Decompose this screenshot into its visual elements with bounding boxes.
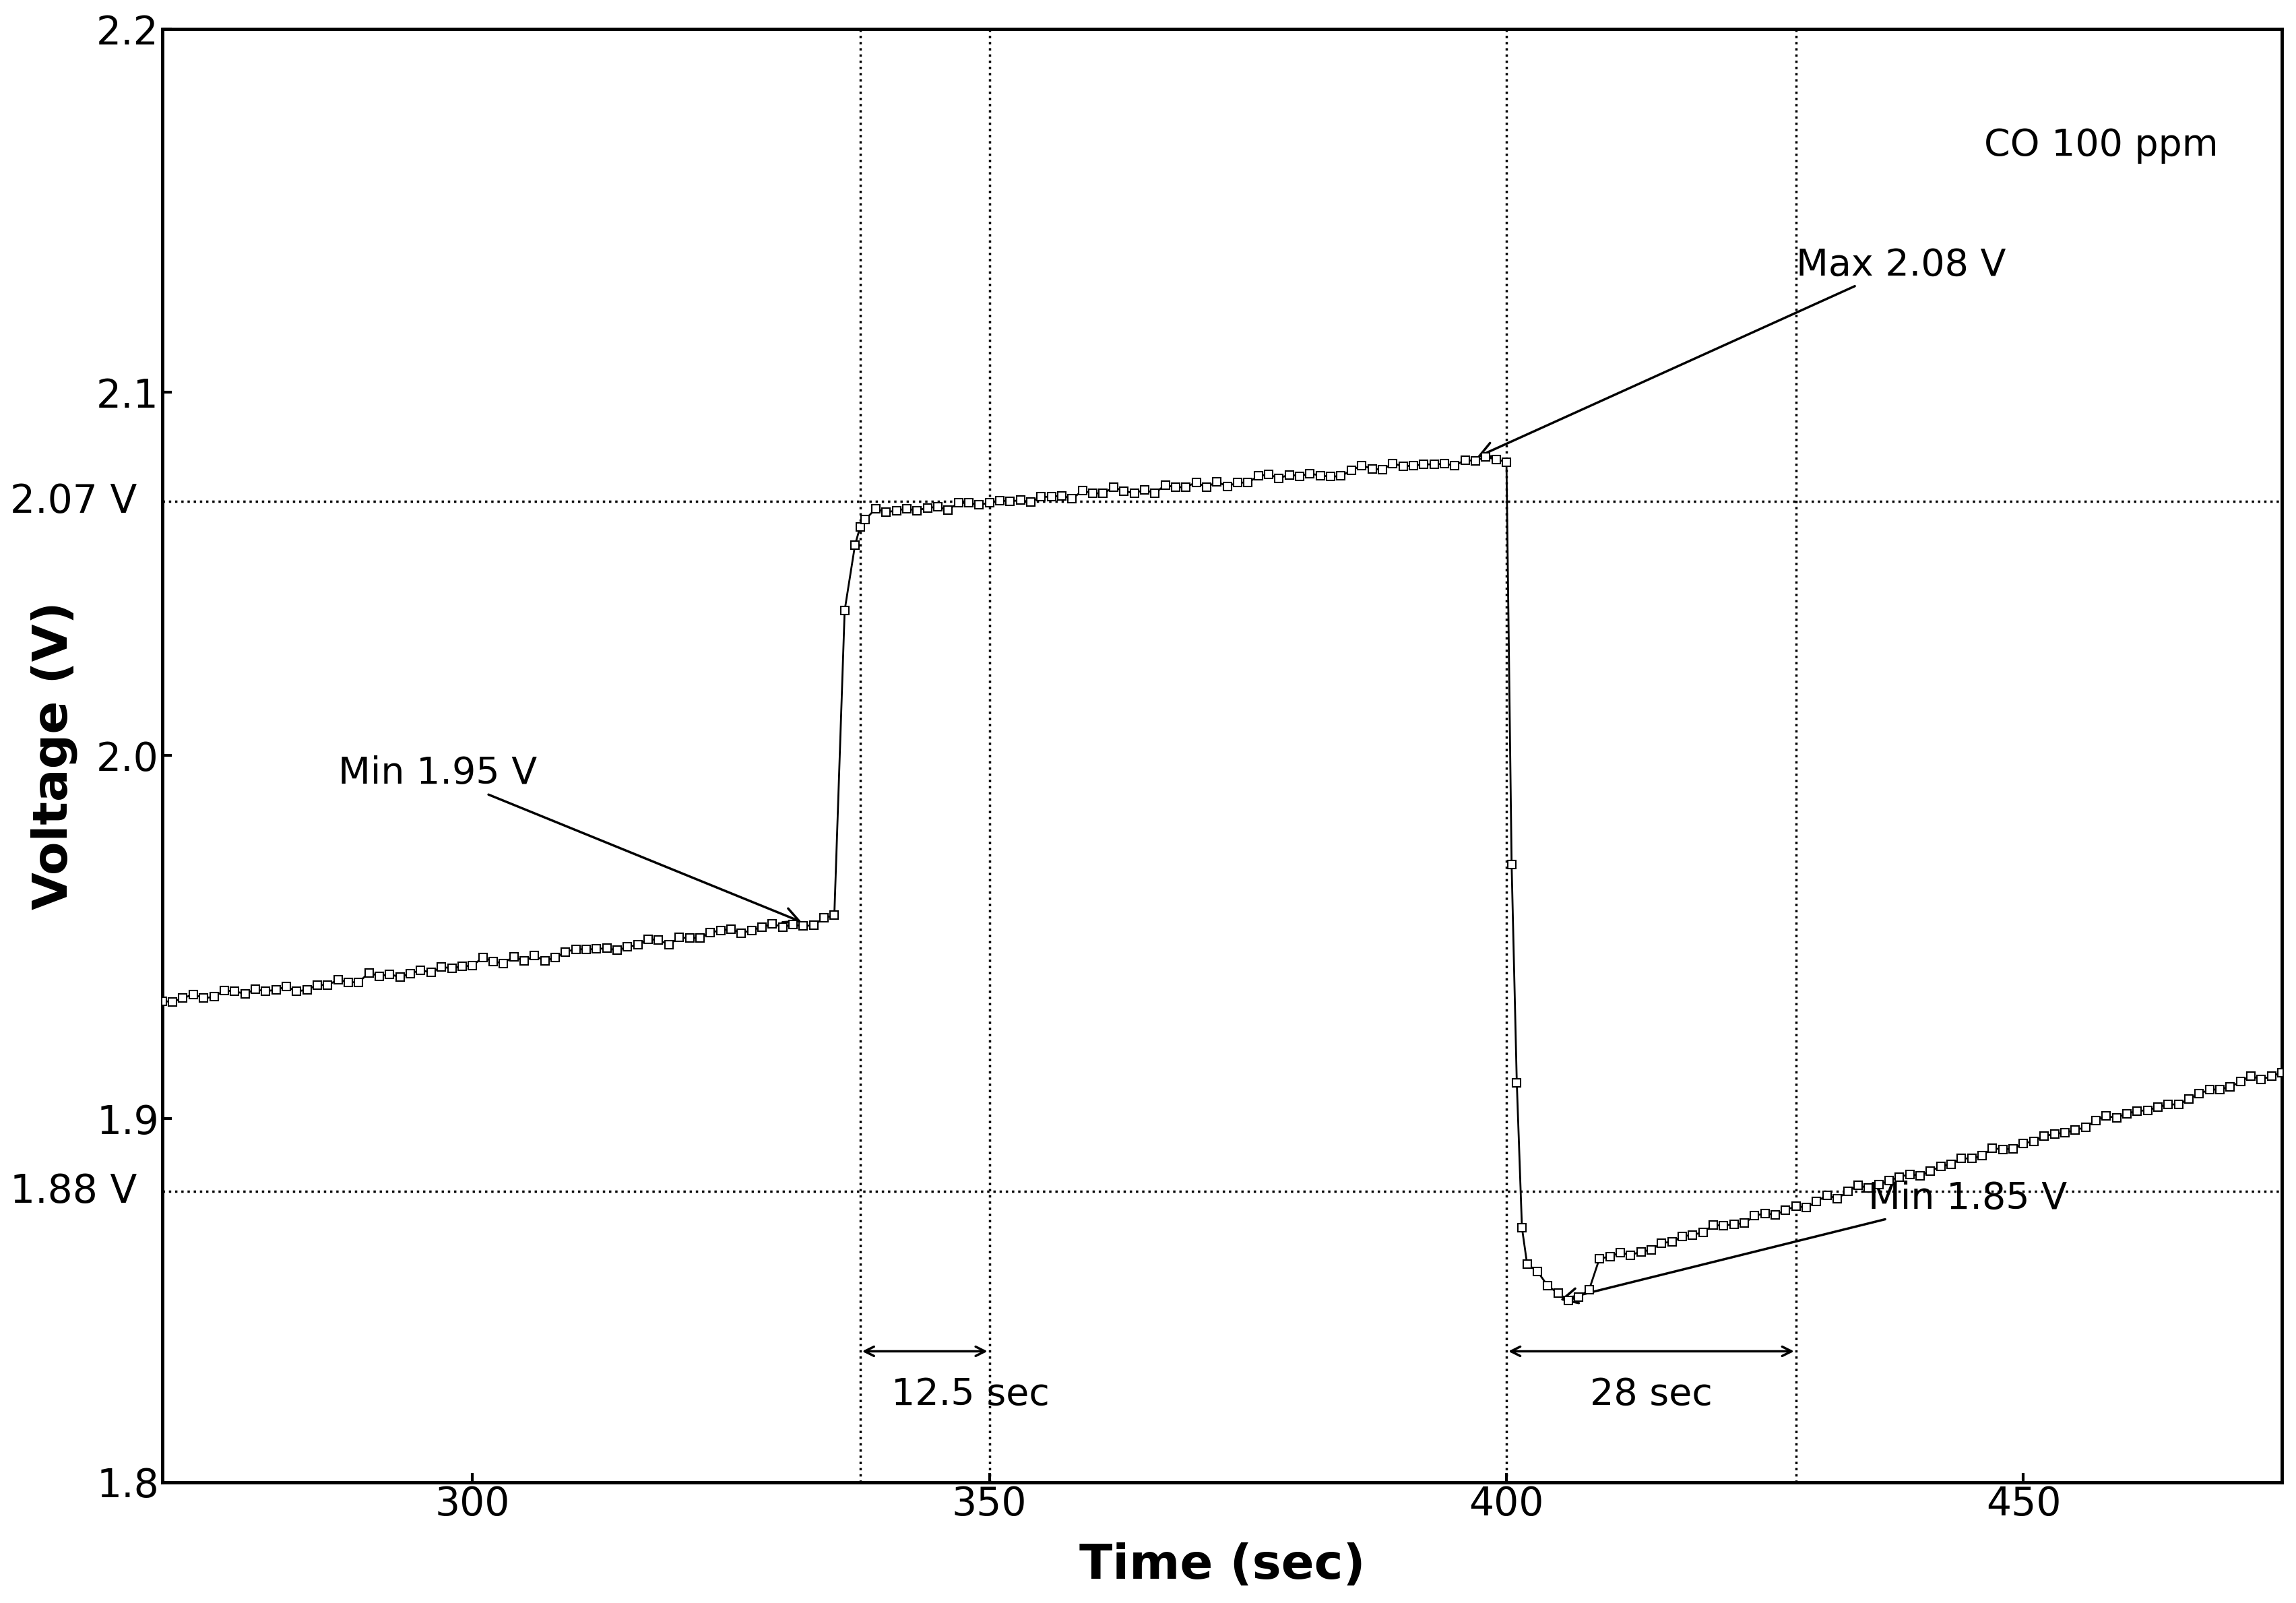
Text: 28 sec: 28 sec xyxy=(1589,1377,1713,1414)
Y-axis label: Voltage (V): Voltage (V) xyxy=(30,601,78,911)
Text: Min 1.95 V: Min 1.95 V xyxy=(338,755,799,922)
Text: 2.07 V: 2.07 V xyxy=(9,483,138,521)
Text: CO 100 ppm: CO 100 ppm xyxy=(1984,127,2218,164)
Text: 12.5 sec: 12.5 sec xyxy=(891,1377,1049,1414)
Text: 1.88 V: 1.88 V xyxy=(9,1172,138,1210)
Text: Max 2.08 V: Max 2.08 V xyxy=(1479,247,2007,457)
Text: Min 1.85 V: Min 1.85 V xyxy=(1564,1180,2066,1303)
X-axis label: Time (sec): Time (sec) xyxy=(1079,1542,1366,1589)
